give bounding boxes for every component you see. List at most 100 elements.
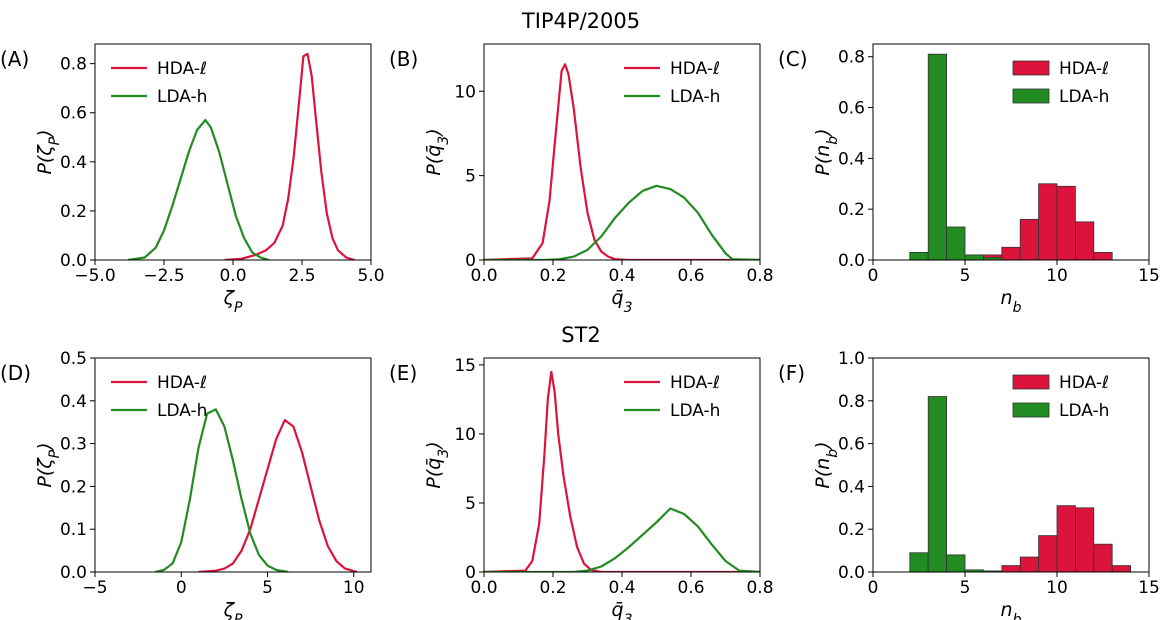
bar-hda [1056,185,1076,260]
y-tick-label: 0.2 [60,202,87,222]
legend-swatch [1012,374,1050,390]
panel-b: (B)0.0 0.2 0.4 0.6 0.80510q̄3P(q̄3)HDA-ℓLDA-… [389,43,774,316]
x-tick-label: 0.8 [746,578,773,598]
y-axis-label: P(ζP) [34,129,63,174]
bar-ldah [946,554,966,572]
legend-label: LDA-h [157,401,207,421]
axes-frame [872,357,1150,573]
legend-label: HDA-ℓ [1059,373,1109,393]
x-tick-label: 0.2 [539,578,566,598]
legend-label: LDA-h [670,401,720,421]
series-line-ldah [484,507,760,572]
bar-ldah [909,552,929,572]
x-tick-label: 10 [1046,578,1068,598]
bar-hda [1075,221,1095,260]
plot-area [484,63,760,260]
y-tick-label: 0 [465,563,476,583]
series-line-hda [484,63,760,260]
y-tick-label: 0.4 [838,149,865,169]
y-tick-label: 0.0 [838,563,865,583]
x-tick-label: 10 [1046,266,1068,286]
y-tick-label: 0.0 [838,251,865,271]
x-axis-label-main: n [1001,599,1013,620]
y-axis-label: P(nb) [812,128,841,175]
y-axis-label-main: P(ζ [34,457,56,488]
y-tick-label: 0.8 [838,48,865,68]
bar-hda [1093,251,1113,260]
x-axis-label: q̄3 [612,287,633,316]
bar-ldah [983,257,1003,260]
plot-area [909,53,1113,260]
panel-label: (D) [0,361,31,385]
panels: (A)−5.0 −2.5 0.0 2.5 5.00.00.20.40.60.8ζPP(ζ… [0,43,1160,620]
y-tick-label: 0.8 [838,392,865,412]
y-tick-label: 0.1 [60,520,87,540]
panel-label: (E) [389,361,417,385]
panel-label: (B) [389,47,418,71]
y-tick-label: 0.0 [60,251,87,271]
x-tick-label: 0.4 [608,266,635,286]
series-line-ldah [484,184,760,260]
bar-hda [1111,565,1131,572]
y-tick-label: 0.2 [838,520,865,540]
x-tick-label: 0 [176,578,187,598]
y-tick-label: 0.6 [60,104,87,124]
y-axis-label-sub: b [825,136,841,145]
x-axis-label-main: n [1001,287,1013,309]
x-tick-label: 0.0 [470,578,497,598]
bar-hda [1001,565,1021,572]
y-tick-label: 0 [465,251,476,271]
y-tick-label: 0.2 [838,200,865,220]
y-axis-label-main: P(n [812,458,834,489]
y-axis-label-tail: ) [812,441,834,450]
y-tick-label: 0.6 [838,435,865,455]
series-line-hda [198,419,358,572]
plot-area [484,370,760,572]
plot-area [909,396,1131,572]
row-title-bottom: ST2 [561,323,601,347]
axes-frame [872,43,1150,261]
x-axis-label-sub: 3 [624,612,633,620]
y-axis-label-sub: P [47,449,63,458]
legend-label: LDA-h [1059,87,1109,107]
bar-hda [1038,183,1058,260]
x-axis-label: ζP [223,599,243,620]
y-tick-label: 0.3 [60,435,87,455]
bar-ldah [927,53,948,260]
x-tick-label: 0 [868,578,879,598]
bar-ldah [964,254,984,260]
x-tick-label: −5 [82,578,107,598]
panel-e: (E)0.0 0.2 0.4 0.6 0.8051015q̄3P(q̄3)HDA-ℓLD… [389,356,774,620]
x-tick-label: 0.2 [539,266,566,286]
x-axis-label-main: q̄ [612,599,624,620]
legend-label: HDA-ℓ [157,59,207,79]
x-axis-label-sub: b [1013,300,1022,316]
bar-hda [1075,507,1095,572]
legend-swatch [1012,402,1050,418]
x-tick-label: 5.0 [357,266,384,286]
legend-swatch [1012,60,1050,76]
panel-label: (F) [778,361,805,385]
panel-a: (A)−5.0 −2.5 0.0 2.5 5.00.00.20.40.60.8ζPP(ζ… [0,43,385,316]
x-tick-label: 2.5 [288,266,315,286]
bar-hda [1019,556,1040,572]
x-axis-label: nb [1001,599,1022,620]
series-line-hda [484,370,760,572]
x-axis-label: ζP [223,287,243,316]
x-tick-label: 0.0 [219,266,246,286]
y-tick-label: 0.4 [60,392,87,412]
y-axis-label-sub: P [47,136,63,145]
bar-hda [1093,543,1113,572]
panel-c: (C)0 5 10 150.00.20.40.60.8nbP(nb)HDA-ℓLDA-… [778,43,1160,316]
x-tick-label: −2.5 [143,266,184,286]
y-tick-label: 0.5 [60,349,87,369]
bar-hda [1038,535,1058,572]
row-title-top: TIP4P/2005 [521,9,640,33]
x-tick-label: 5 [262,578,273,598]
y-axis-label: P(q̄3) [423,441,452,488]
legend-label: LDA-h [1059,401,1109,421]
y-axis-label: P(ζP) [34,442,63,487]
x-tick-label: 15 [1138,266,1160,286]
y-tick-label: 1.0 [838,349,865,369]
